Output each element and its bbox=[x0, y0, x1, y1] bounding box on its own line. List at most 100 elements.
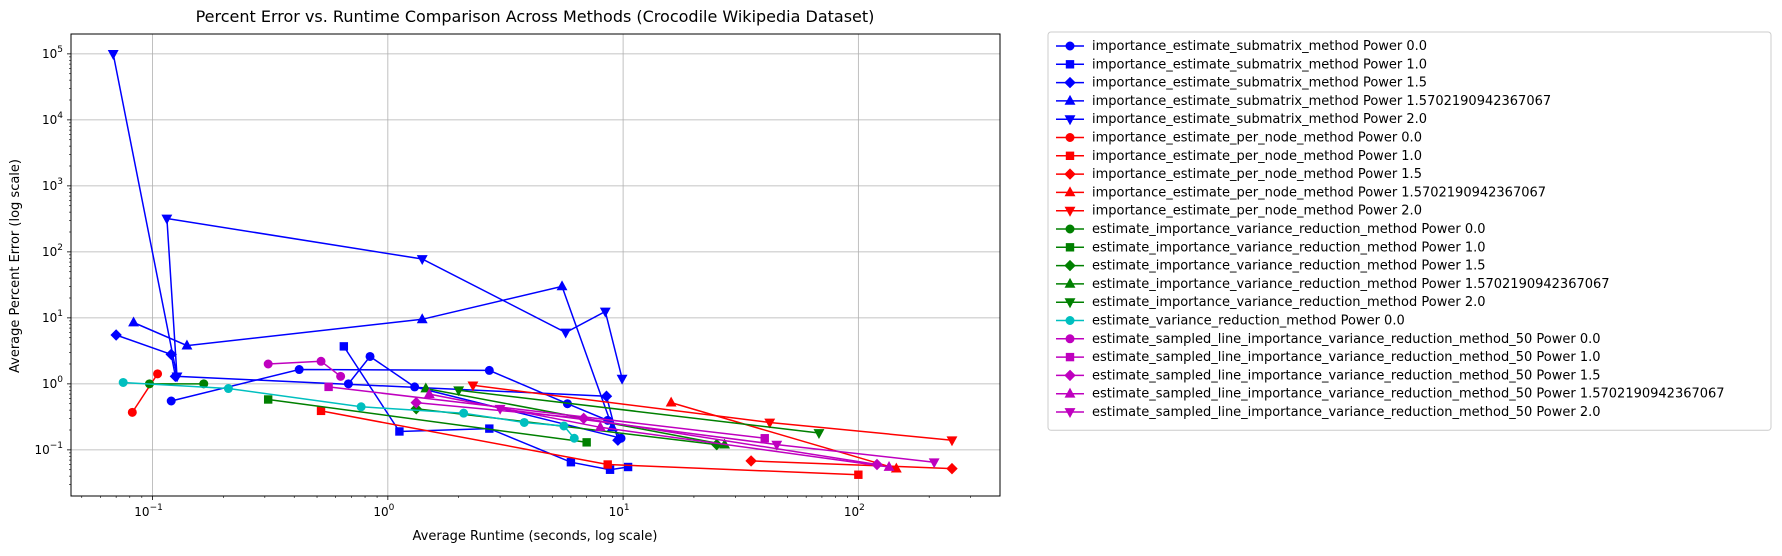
legend-entry: estimate_sampled_line_importance_varianc… bbox=[1056, 332, 1601, 347]
legend-entry: importance_estimate_per_node_method Powe… bbox=[1056, 185, 1546, 200]
legend-entry: importance_estimate_submatrix_method Pow… bbox=[1056, 112, 1427, 127]
legend-entry: estimate_sampled_line_importance_varianc… bbox=[1056, 405, 1601, 420]
data-point bbox=[854, 470, 863, 479]
legend-label: importance_estimate_submatrix_method Pow… bbox=[1092, 57, 1427, 72]
series-line bbox=[131, 373, 159, 413]
legend-entry: estimate_sampled_line_importance_varianc… bbox=[1056, 387, 1725, 402]
data-point bbox=[395, 427, 404, 436]
data-point bbox=[813, 429, 825, 440]
legend-label: importance_estimate_per_node_method Powe… bbox=[1092, 167, 1422, 182]
data-point bbox=[263, 359, 273, 369]
data-point bbox=[467, 381, 479, 392]
data-point bbox=[946, 462, 958, 475]
data-point bbox=[665, 396, 677, 407]
legend-marker bbox=[1065, 224, 1075, 234]
data-point bbox=[871, 458, 883, 471]
legend-marker bbox=[1064, 76, 1076, 89]
data-point bbox=[616, 374, 628, 385]
legend-label: estimate_sampled_line_importance_varianc… bbox=[1092, 350, 1601, 365]
data-point bbox=[410, 403, 422, 415]
legend-entry: importance_estimate_per_node_method Powe… bbox=[1056, 149, 1422, 164]
legend-marker bbox=[1064, 115, 1076, 126]
series-5 bbox=[127, 369, 163, 417]
legend-label: importance_estimate_per_node_method Powe… bbox=[1092, 131, 1422, 146]
series-layer bbox=[107, 49, 958, 479]
data-point bbox=[181, 339, 193, 350]
data-point bbox=[416, 255, 428, 266]
legend: importance_estimate_submatrix_method Pow… bbox=[1047, 31, 1772, 431]
legend-marker bbox=[1065, 243, 1075, 252]
y-axis-label: Average Percent Error (log scale) bbox=[8, 159, 23, 373]
data-point bbox=[416, 313, 428, 324]
series-line bbox=[268, 398, 587, 444]
data-point bbox=[519, 417, 529, 427]
legend-label: estimate_importance_variance_reduction_m… bbox=[1092, 295, 1486, 310]
legend-label: importance_estimate_submatrix_method Pow… bbox=[1092, 112, 1427, 127]
data-point bbox=[410, 396, 422, 409]
legend-label: estimate_importance_variance_reduction_m… bbox=[1092, 259, 1486, 274]
legend-marker bbox=[1065, 41, 1075, 51]
data-point bbox=[110, 329, 122, 341]
series-14 bbox=[453, 386, 825, 440]
data-point bbox=[560, 328, 572, 339]
data-point bbox=[153, 369, 163, 379]
legend-marker bbox=[1064, 259, 1076, 272]
series-20 bbox=[494, 404, 940, 469]
data-point bbox=[324, 382, 333, 392]
data-point bbox=[566, 458, 576, 467]
data-point bbox=[484, 365, 494, 375]
legend-label: importance_estimate_submatrix_method Pow… bbox=[1092, 76, 1427, 91]
series-15 bbox=[118, 377, 579, 443]
legend-entry: estimate_importance_variance_reduction_m… bbox=[1056, 259, 1486, 274]
data-point bbox=[771, 440, 783, 451]
legend-marker bbox=[1065, 334, 1075, 344]
data-point bbox=[423, 388, 435, 398]
legend-label: estimate_sampled_line_importance_varianc… bbox=[1092, 332, 1601, 347]
series-line bbox=[751, 460, 953, 470]
legend-entry: importance_estimate_per_node_method Powe… bbox=[1056, 131, 1422, 146]
grid-lines bbox=[71, 34, 1000, 496]
data-point bbox=[336, 371, 346, 381]
legend-marker bbox=[1064, 186, 1076, 197]
data-point bbox=[556, 280, 568, 291]
legend-marker bbox=[1064, 298, 1076, 309]
legend-marker bbox=[1064, 168, 1076, 180]
legend-box bbox=[1047, 31, 1772, 431]
data-point bbox=[582, 438, 591, 447]
data-point bbox=[559, 421, 569, 431]
data-point bbox=[890, 462, 902, 473]
legend-label: importance_estimate_per_node_method Powe… bbox=[1092, 204, 1422, 219]
series-9 bbox=[467, 381, 958, 447]
legend-entry: importance_estimate_submatrix_method Pow… bbox=[1056, 39, 1427, 54]
legend-entry: estimate_importance_variance_reduction_m… bbox=[1056, 240, 1486, 255]
legend-label: estimate_variance_reduction_method Power… bbox=[1092, 314, 1405, 329]
series-17 bbox=[324, 382, 769, 443]
legend-entry: estimate_importance_variance_reduction_m… bbox=[1056, 277, 1610, 292]
data-point bbox=[883, 460, 895, 471]
data-point bbox=[199, 379, 209, 389]
data-point bbox=[420, 382, 432, 393]
legend-label: importance_estimate_per_node_method Powe… bbox=[1092, 185, 1546, 200]
legend-label: importance_estimate_submatrix_method Pow… bbox=[1092, 94, 1551, 109]
legend-marker bbox=[1065, 151, 1075, 161]
data-point bbox=[594, 421, 606, 432]
legend-entry: importance_estimate_submatrix_method Pow… bbox=[1056, 57, 1427, 72]
data-point bbox=[928, 458, 940, 469]
legend-marker bbox=[1064, 206, 1076, 217]
data-point bbox=[339, 342, 349, 351]
legend-entry: estimate_sampled_line_importance_varianc… bbox=[1056, 368, 1601, 383]
x-axis-label: Average Runtime (seconds, log scale) bbox=[413, 529, 658, 544]
data-point bbox=[946, 436, 958, 447]
legend-label: importance_estimate_per_node_method Powe… bbox=[1092, 149, 1422, 164]
legend-marker bbox=[1064, 369, 1076, 382]
series-line bbox=[670, 401, 897, 470]
legend-marker bbox=[1065, 316, 1075, 325]
data-point bbox=[760, 434, 769, 443]
series-8 bbox=[665, 396, 902, 473]
data-point bbox=[494, 404, 506, 415]
legend-marker bbox=[1065, 352, 1075, 362]
data-point bbox=[223, 384, 233, 394]
data-point bbox=[166, 396, 176, 406]
